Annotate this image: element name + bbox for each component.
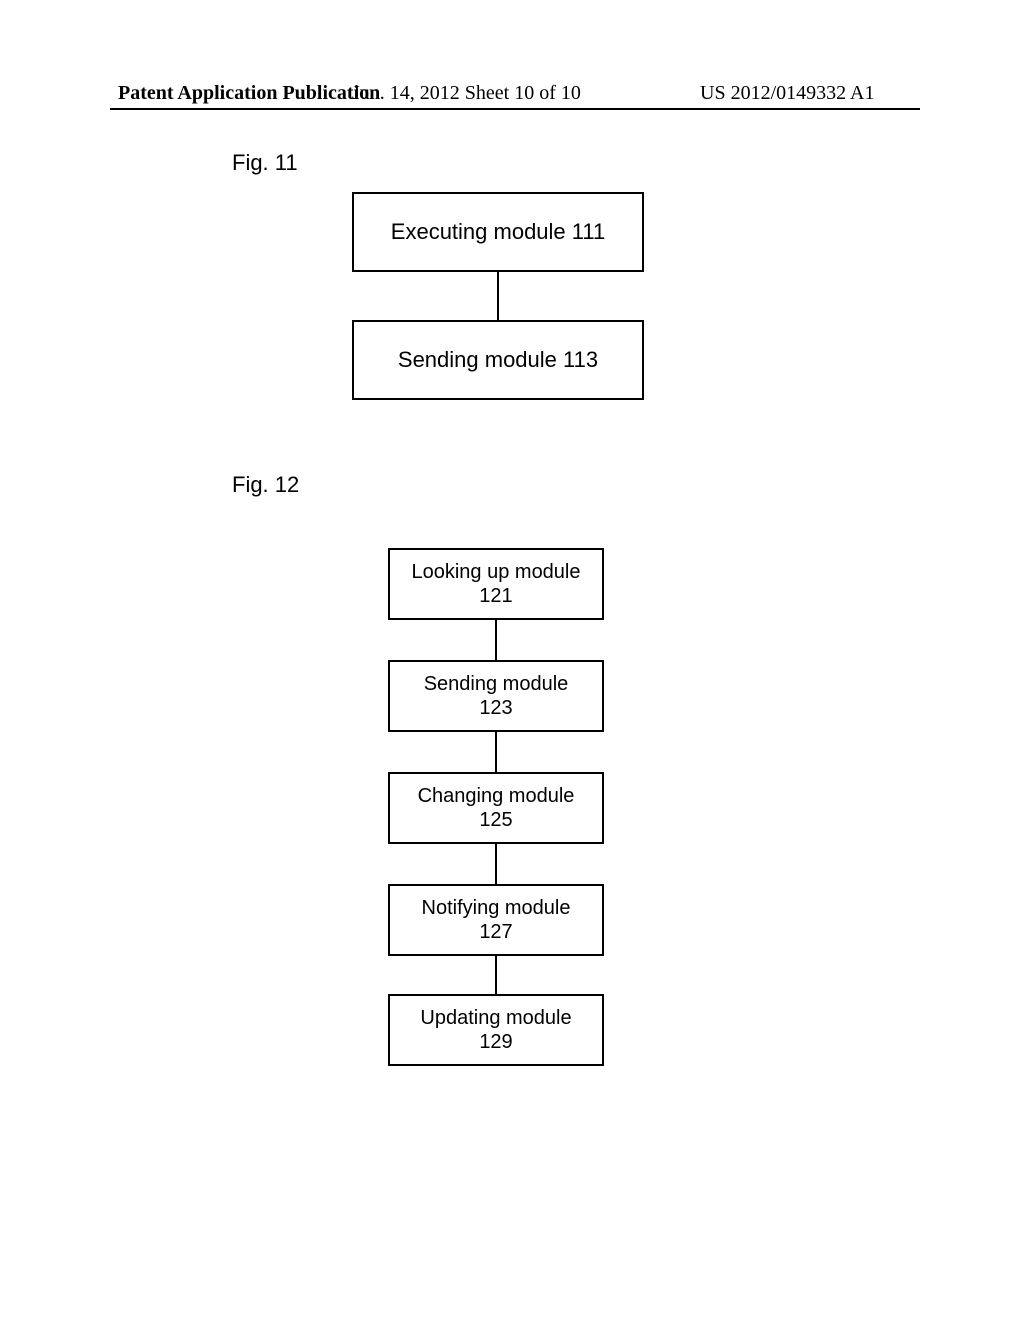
fig12-label: Fig. 12 [232,472,299,498]
header-left: Patent Application Publication [118,82,380,105]
fig12-box-1-line2: 121 [479,584,512,608]
fig12-connector-2 [495,732,497,772]
header-right: US 2012/0149332 A1 [700,82,874,105]
page: Patent Application Publication Jun. 14, … [0,0,1024,1320]
fig12-box-notifying: Notifying module 127 [388,884,604,956]
fig12-box-updating: Updating module 129 [388,994,604,1066]
fig12-box-3-line1: Changing module [418,784,575,808]
fig11-box-executing-text: Executing module 111 [391,219,605,245]
fig11-connector-1 [497,272,499,320]
fig11-label: Fig. 11 [232,150,298,176]
header-mid: Jun. 14, 2012 Sheet 10 of 10 [352,82,581,105]
fig12-box-1-line1: Looking up module [411,560,580,584]
fig12-box-2-line1: Sending module [424,672,569,696]
fig12-box-2-line2: 123 [479,696,512,720]
fig12-box-4-line1: Notifying module [422,896,571,920]
fig12-box-5-line1: Updating module [420,1006,571,1030]
fig12-box-sending: Sending module 123 [388,660,604,732]
fig12-box-5-line2: 129 [479,1030,512,1054]
header-rule [110,108,920,110]
fig12-box-looking-up: Looking up module 121 [388,548,604,620]
fig12-box-4-line2: 127 [479,920,512,944]
fig12-box-changing: Changing module 125 [388,772,604,844]
fig12-connector-4 [495,956,497,994]
fig11-box-executing: Executing module 111 [352,192,644,272]
fig12-connector-1 [495,620,497,660]
fig11-box-sending-text: Sending module 113 [398,347,598,373]
fig12-connector-3 [495,844,497,884]
fig12-box-3-line2: 125 [479,808,512,832]
fig11-box-sending: Sending module 113 [352,320,644,400]
